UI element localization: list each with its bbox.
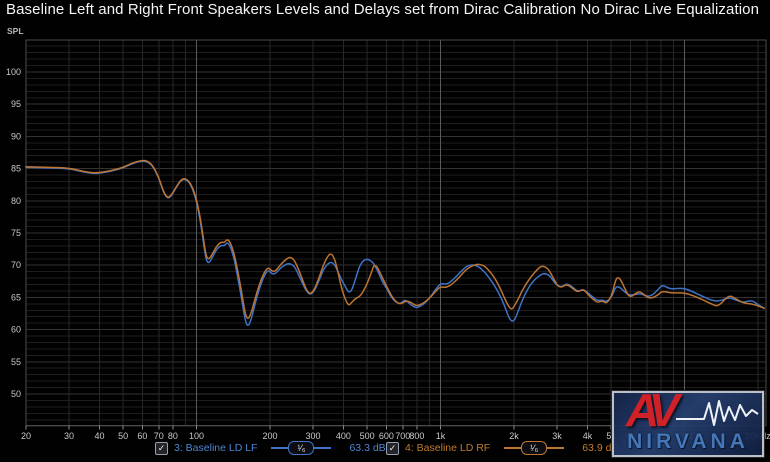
av-nirvana-logo: AV NIRVANA bbox=[611, 384, 765, 458]
svg-text:800: 800 bbox=[409, 431, 424, 441]
svg-text:55: 55 bbox=[11, 357, 21, 367]
legend-item-lf: ✓ 3: Baseline LD LF ¹⁄₆ 63.3 dB bbox=[155, 441, 386, 455]
svg-text:70: 70 bbox=[11, 260, 21, 270]
trace-line-sample bbox=[547, 447, 565, 449]
logo-waveform-icon bbox=[676, 400, 759, 426]
svg-text:60: 60 bbox=[137, 431, 147, 441]
svg-text:200: 200 bbox=[262, 431, 277, 441]
svg-text:1k: 1k bbox=[436, 431, 446, 441]
svg-text:85: 85 bbox=[11, 164, 21, 174]
svg-text:2k: 2k bbox=[509, 431, 519, 441]
y-axis-title: SPL bbox=[7, 26, 24, 36]
chart-title: Baseline Left and Right Front Speakers L… bbox=[6, 1, 760, 18]
trace-line-sample bbox=[314, 447, 332, 449]
svg-text:100: 100 bbox=[6, 67, 21, 77]
svg-text:95: 95 bbox=[11, 99, 21, 109]
trace-level-lf: 63.3 dB bbox=[349, 442, 386, 454]
svg-text:300: 300 bbox=[305, 431, 320, 441]
svg-text:80: 80 bbox=[168, 431, 178, 441]
svg-text:30: 30 bbox=[64, 431, 74, 441]
svg-text:100: 100 bbox=[189, 431, 204, 441]
svg-text:65: 65 bbox=[11, 292, 21, 302]
svg-text:500: 500 bbox=[360, 431, 375, 441]
svg-text:60: 60 bbox=[11, 325, 21, 335]
checkbox-checked-icon[interactable]: ✓ bbox=[155, 441, 168, 455]
svg-text:20: 20 bbox=[21, 431, 31, 441]
trace-label-lf[interactable]: 3: Baseline LD LF bbox=[174, 442, 258, 454]
logo-av-text: AV bbox=[626, 384, 679, 436]
svg-text:50: 50 bbox=[11, 389, 21, 399]
trace-level-rf: 63.9 dB bbox=[582, 442, 619, 454]
smoothing-badge[interactable]: ¹⁄₆ bbox=[521, 441, 548, 455]
legend-item-rf: ✓ 4: Baseline LD RF ¹⁄₆ 63.9 dB bbox=[386, 441, 618, 455]
svg-text:700: 700 bbox=[395, 431, 410, 441]
legend-bar: ✓ 3: Baseline LD LF ¹⁄₆ 63.3 dB ✓ 4: Bas… bbox=[0, 441, 770, 459]
smoothing-badge[interactable]: ¹⁄₆ bbox=[288, 441, 315, 455]
smoothing-control-rf[interactable]: ¹⁄₆ bbox=[504, 441, 565, 455]
logo-nirvana-text: NIRVANA bbox=[627, 430, 749, 453]
svg-text:3k: 3k bbox=[552, 431, 562, 441]
svg-text:70: 70 bbox=[154, 431, 164, 441]
smoothing-control-lf[interactable]: ¹⁄₆ bbox=[271, 441, 332, 455]
trace-line-sample bbox=[271, 447, 289, 449]
svg-text:40: 40 bbox=[94, 431, 104, 441]
svg-text:600: 600 bbox=[379, 431, 394, 441]
trace-label-rf[interactable]: 4: Baseline LD RF bbox=[405, 442, 491, 454]
checkbox-checked-icon[interactable]: ✓ bbox=[386, 441, 399, 455]
svg-text:75: 75 bbox=[11, 228, 21, 238]
svg-text:50: 50 bbox=[118, 431, 128, 441]
svg-text:5k: 5k bbox=[606, 431, 616, 441]
svg-text:4k: 4k bbox=[583, 431, 593, 441]
svg-text:400: 400 bbox=[336, 431, 351, 441]
svg-text:90: 90 bbox=[11, 131, 21, 141]
trace-line-sample bbox=[504, 447, 522, 449]
svg-text:80: 80 bbox=[11, 196, 21, 206]
